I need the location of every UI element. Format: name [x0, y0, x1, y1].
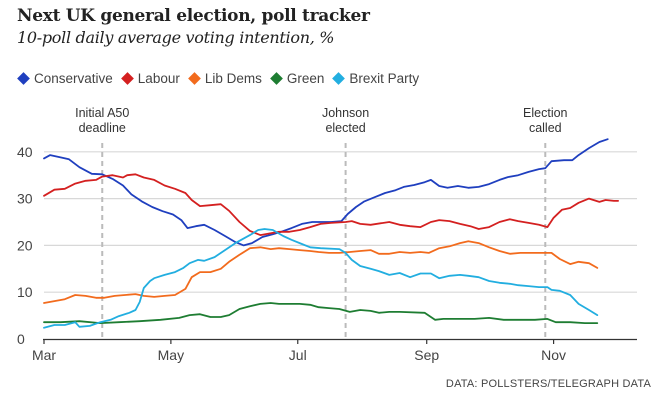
y-tick-label: 20 — [17, 237, 33, 253]
y-tick-label: 10 — [17, 284, 33, 300]
legend: Conservative Labour Lib Dems Green Brexi… — [17, 71, 427, 86]
annotation-label: Johnson — [322, 106, 369, 120]
x-tick-label: Mar — [32, 347, 56, 363]
x-tick-label: May — [158, 347, 184, 363]
chart-subtitle: 10-poll daily average voting intention, … — [17, 28, 335, 47]
x-tick-label: Jul — [289, 347, 307, 363]
annotation-label: Initial A50 — [75, 106, 129, 120]
y-tick-label: 30 — [17, 191, 33, 207]
series-line-lib-dems[interactable] — [43, 240, 599, 304]
y-tick-label: 40 — [17, 144, 33, 160]
legend-label: Brexit Party — [349, 71, 420, 86]
y-tick-label: 0 — [17, 331, 25, 347]
series-line-green[interactable] — [43, 302, 599, 325]
annotation-label: called — [529, 121, 562, 135]
legend-label: Green — [286, 71, 325, 86]
legend-item-brexit-party[interactable]: Brexit Party — [332, 71, 419, 86]
series-line-labour[interactable] — [43, 173, 619, 237]
series-lines — [43, 138, 619, 329]
source-note: DATA: POLLSTERS/TELEGRAPH DATA — [445, 378, 651, 390]
legend-item-labour[interactable]: Labour — [120, 71, 180, 86]
x-tick-label: Nov — [541, 347, 566, 363]
x-tick-label: Sep — [414, 347, 439, 363]
series-line-conservative[interactable] — [43, 138, 609, 247]
legend-label: Labour — [137, 71, 180, 86]
annotation-label: elected — [325, 121, 365, 135]
annotation-label: deadline — [79, 121, 126, 135]
legend-item-green[interactable]: Green — [270, 71, 325, 86]
axes: 0 10 20 30 40 Mar May Jul Sep Nov — [17, 144, 637, 363]
legend-item-conservative[interactable]: Conservative — [17, 71, 113, 86]
series-line-brexit-party[interactable] — [43, 228, 599, 329]
chart-title: Next UK general election, poll tracker — [17, 6, 370, 26]
legend-label: Conservative — [34, 71, 113, 86]
legend-item-lib-dems[interactable]: Lib Dems — [187, 71, 262, 86]
legend-label: Lib Dems — [204, 71, 262, 86]
annotation-label: Election — [523, 106, 568, 120]
